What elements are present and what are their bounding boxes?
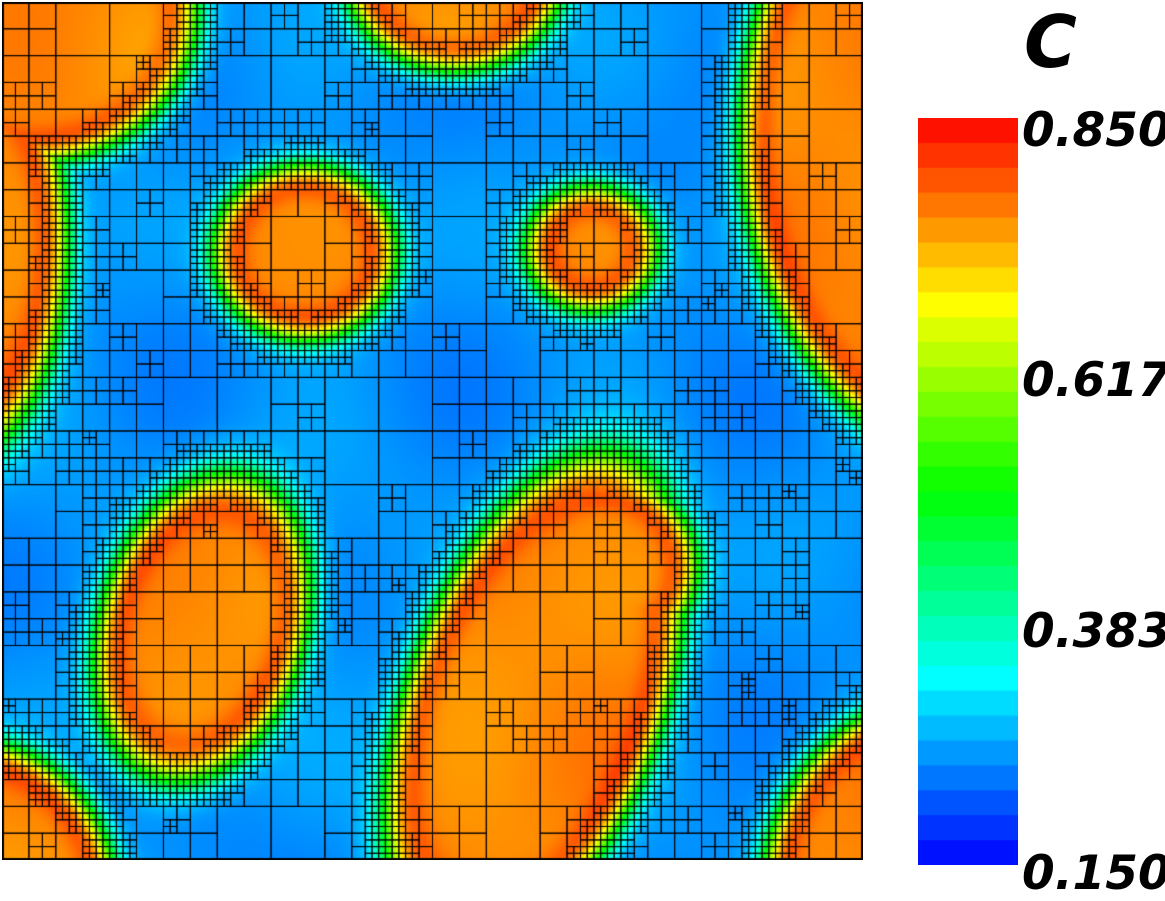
colorbar-tick-min: 0.150 [1022,846,1165,901]
colorbar [918,118,1018,865]
colorbar-tick-lower: 0.383 [1022,604,1165,659]
concentration-field-plot [2,2,863,860]
colorbar-title: C [1024,0,1077,84]
colorbar-tick-upper: 0.617 [1022,353,1165,408]
colorbar-tick-max: 0.850 [1022,103,1165,158]
